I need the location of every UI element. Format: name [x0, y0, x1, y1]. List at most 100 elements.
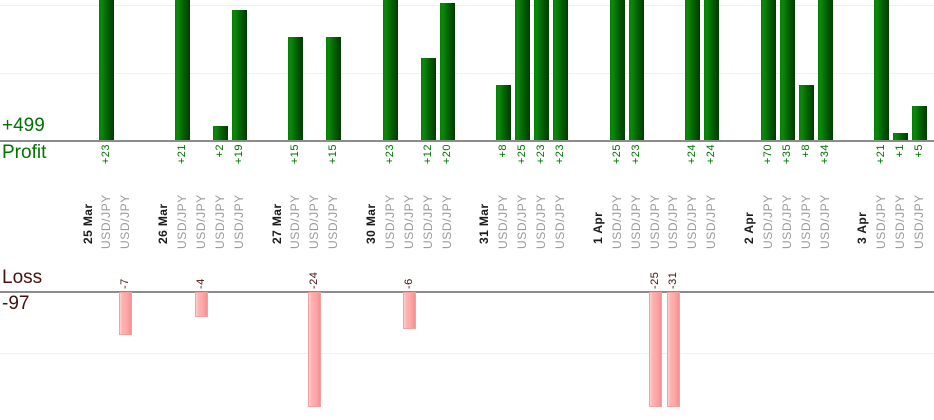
symbol-label: USD/JPY	[817, 194, 832, 249]
profit-value-label: +20	[440, 144, 453, 165]
symbol-label: USD/JPY	[666, 194, 681, 249]
profit-gridline-20	[0, 5, 934, 6]
profit-value-label: +5	[913, 144, 926, 158]
date-label: 25 Mar	[80, 203, 95, 244]
symbol-label: USD/JPY	[798, 194, 813, 249]
symbol-label: USD/JPY	[307, 194, 322, 249]
profit-value-label: +23	[383, 144, 396, 165]
symbol-label: USD/JPY	[212, 194, 227, 249]
date-label: 1 Apr	[590, 211, 605, 244]
profit-value-label: +25	[610, 144, 623, 165]
loss-value-label: -4	[194, 278, 207, 289]
profit-bar	[609, 0, 625, 140]
loss-total-label: -97	[2, 293, 30, 314]
symbol-label: USD/JPY	[553, 194, 567, 249]
profit-bar	[553, 0, 568, 140]
loss-bar	[648, 292, 662, 407]
loss-value-label: -31	[667, 271, 680, 289]
profit-value-label: +15	[327, 144, 340, 165]
symbol-label: USD/JPY	[382, 194, 397, 249]
symbol-label: USD/JPY	[439, 194, 454, 249]
loss-bar	[402, 292, 416, 329]
loss-bar	[308, 292, 322, 407]
profit-bar	[231, 10, 247, 140]
symbol-label: USD/JPY	[326, 194, 341, 249]
profit-bar	[760, 0, 776, 140]
date-label: 31 Mar	[477, 203, 492, 244]
symbol-label: USD/JPY	[760, 194, 775, 249]
profit-bar	[893, 133, 909, 140]
loss-value-label: -6	[402, 278, 415, 289]
profit-bar	[798, 85, 814, 140]
loss-value-label: -7	[119, 278, 132, 289]
profit-value-label: +21	[176, 144, 188, 165]
symbol-label: USD/JPY	[534, 194, 549, 249]
profit-axis-line	[0, 140, 934, 142]
profit-value-label: +24	[705, 144, 718, 165]
profit-bar	[685, 0, 701, 140]
profit-bar	[534, 0, 550, 140]
symbol-label: USD/JPY	[893, 194, 908, 249]
symbol-label: USD/JPY	[118, 194, 133, 249]
date-label: 3 Apr	[855, 211, 870, 244]
profit-bar	[515, 0, 531, 140]
symbol-label: USD/JPY	[420, 194, 435, 249]
symbol-label: USD/JPY	[231, 194, 246, 249]
profit-axis-caption: Profit	[2, 142, 47, 163]
profit-value-label: +23	[629, 144, 642, 165]
date-label: 2 Apr	[742, 211, 756, 244]
profit-bar	[326, 37, 342, 140]
profit-bar	[496, 85, 512, 140]
symbol-label: USD/JPY	[288, 194, 303, 249]
symbol-label: USD/JPY	[496, 194, 511, 249]
symbol-label: USD/JPY	[401, 194, 416, 249]
profit-bar	[779, 0, 795, 140]
loss-gridline-10	[0, 353, 934, 354]
profit-value-label: +23	[535, 144, 548, 165]
profit-bar	[288, 37, 304, 140]
profit-bar	[99, 0, 115, 140]
profit-bar	[175, 0, 190, 140]
profit-value-label: +1	[894, 144, 907, 158]
profit-bar	[817, 0, 833, 140]
profit-value-label: +23	[100, 144, 113, 165]
profit-bar	[382, 0, 398, 140]
profit-bar	[420, 58, 436, 140]
profit-value-label: +19	[232, 144, 245, 165]
profit-value-label: +15	[289, 144, 302, 165]
profit-bar	[704, 0, 720, 140]
symbol-label: USD/JPY	[685, 194, 700, 249]
profit-bar	[912, 106, 928, 140]
profit-value-label: +24	[686, 144, 699, 165]
symbol-label: USD/JPY	[99, 194, 114, 249]
symbol-label: USD/JPY	[628, 194, 643, 249]
profit-value-label: +25	[516, 144, 529, 165]
symbol-label: USD/JPY	[912, 194, 927, 249]
symbol-label: USD/JPY	[515, 194, 530, 249]
symbol-label: USD/JPY	[193, 194, 208, 249]
profit-value-label: +2	[213, 144, 226, 158]
profit-total-label: +499	[2, 115, 45, 136]
loss-value-label: -25	[648, 271, 661, 289]
profit-value-label: +35	[780, 144, 793, 165]
loss-bar	[119, 292, 133, 335]
profit-bar	[212, 126, 228, 140]
profit-gridline-10	[0, 73, 934, 74]
date-label: 26 Mar	[156, 203, 171, 244]
loss-axis-line	[0, 291, 934, 293]
loss-bar	[194, 292, 208, 317]
loss-value-label: -24	[308, 271, 321, 289]
profit-bar	[439, 3, 455, 140]
loss-axis-caption: Loss	[2, 267, 43, 288]
symbol-label: USD/JPY	[647, 194, 662, 249]
date-label: 27 Mar	[269, 203, 284, 244]
symbol-label: USD/JPY	[175, 194, 189, 249]
symbol-label: USD/JPY	[609, 194, 624, 249]
profit-value-label: +8	[497, 144, 510, 158]
profit-value-label: +21	[875, 144, 888, 165]
symbol-label: USD/JPY	[874, 194, 889, 249]
profit-bar	[628, 0, 644, 140]
symbol-label: USD/JPY	[704, 194, 719, 249]
profit-value-label: +12	[421, 144, 434, 165]
